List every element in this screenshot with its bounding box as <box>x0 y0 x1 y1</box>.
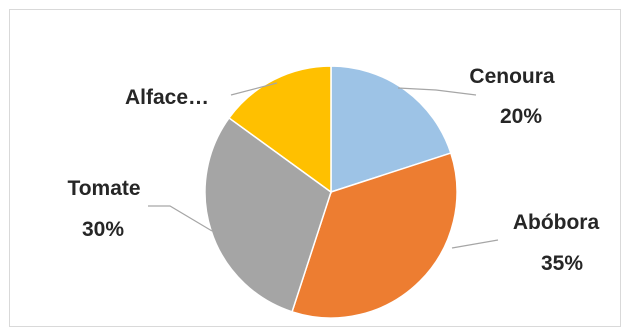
label-cenoura-percent: 20% <box>500 105 542 128</box>
leader-line-cenoura <box>397 87 477 96</box>
label-cenoura-name: Cenoura <box>469 65 555 88</box>
pie-slices <box>204 65 458 319</box>
label-tomate-percent: 30% <box>82 218 124 241</box>
pie-slice-cenoura <box>330 65 452 194</box>
label-alface-name: Alface… <box>125 86 209 109</box>
leader-line-abobora <box>451 239 499 249</box>
leader-line-alface <box>230 82 278 96</box>
pie-slice-alface <box>228 65 332 194</box>
label-tomate-name: Tomate <box>67 177 140 200</box>
pie-slice-abobora <box>291 152 458 319</box>
leader-lines <box>148 82 499 249</box>
leader-line-tomate <box>148 205 213 232</box>
label-abobora-name: Abóbora <box>513 211 600 234</box>
data-labels: Cenoura 20% Abóbora 35% Tomate 30% Alfac… <box>67 65 599 275</box>
label-abobora-percent: 35% <box>541 252 583 275</box>
